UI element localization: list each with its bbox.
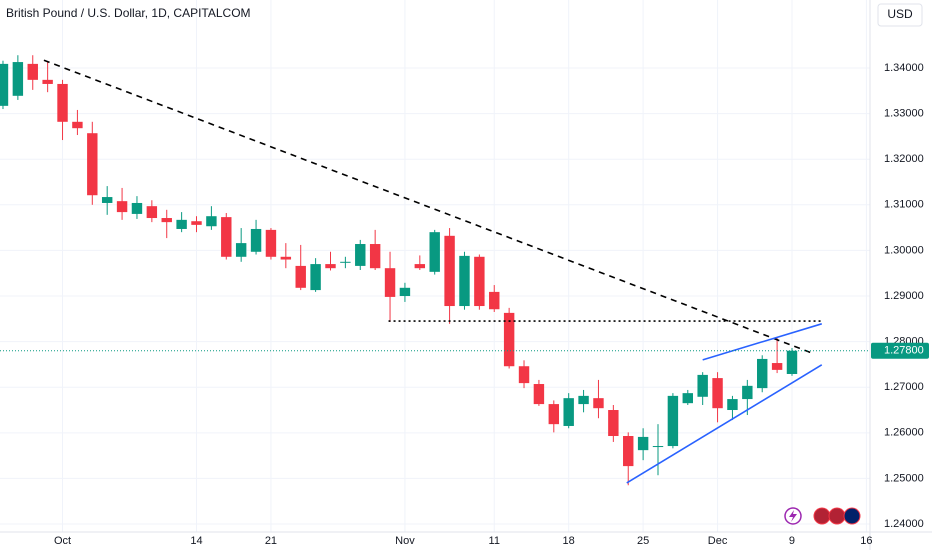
candle-body	[161, 218, 172, 223]
candle-body	[0, 63, 9, 106]
candle-body	[459, 255, 470, 307]
x-tick-label: 21	[265, 535, 277, 547]
candle-body	[206, 216, 217, 227]
currency-box[interactable]	[877, 3, 923, 27]
candle-body	[72, 121, 83, 129]
candle-body	[87, 133, 98, 196]
candle-body	[563, 398, 574, 426]
candle-body	[295, 265, 306, 288]
grid	[0, 0, 870, 532]
candle-body	[771, 363, 783, 370]
candle-body	[384, 268, 396, 297]
candle-body	[340, 261, 351, 263]
candle-body	[131, 202, 143, 214]
candle-body	[325, 264, 336, 269]
candle-body	[623, 436, 634, 467]
candle-body	[42, 79, 53, 84]
y-tick-label: 1.32000	[884, 153, 924, 165]
y-tick-label: 1.31000	[884, 199, 924, 211]
candle-body	[489, 291, 500, 310]
x-tick-label: Dec	[708, 535, 728, 547]
x-tick-label: 16	[860, 535, 872, 547]
candle-body	[235, 243, 247, 257]
candle-body	[265, 229, 277, 257]
candle-body	[355, 244, 366, 266]
candle-body	[429, 232, 440, 272]
x-tick-label: 25	[637, 535, 649, 547]
candle-body	[369, 244, 381, 269]
y-tick-label: 1.30000	[884, 244, 924, 256]
candle-body	[57, 83, 68, 122]
candle-body	[697, 374, 708, 397]
x-tick-label: 11	[489, 535, 500, 547]
candle-body	[191, 221, 202, 225]
x-tick-label: Oct	[54, 535, 71, 547]
currency-label[interactable]: USD	[887, 7, 913, 21]
candle-body	[176, 219, 187, 229]
event-icons	[784, 507, 861, 525]
candle-body	[712, 378, 723, 409]
x-tick-label: 9	[789, 535, 795, 547]
candle-body	[578, 395, 589, 405]
candle-body	[116, 201, 128, 213]
trend-line	[43, 59, 815, 355]
candle-body	[250, 228, 262, 252]
candle-body	[310, 264, 321, 291]
candle-body	[503, 312, 515, 367]
x-tick-label: 14	[190, 535, 202, 547]
icon-bolt	[789, 510, 797, 522]
trend-line	[626, 364, 823, 484]
candle-body	[548, 404, 560, 425]
candle-body	[786, 350, 798, 374]
candle-body	[652, 446, 664, 448]
candle-body	[414, 264, 426, 269]
icon[interactable]	[843, 507, 861, 525]
y-tick-label: 1.33000	[884, 108, 924, 120]
candle-body	[682, 393, 693, 404]
candle-body	[12, 62, 24, 96]
candle-body	[742, 385, 753, 400]
candle-body	[27, 63, 38, 80]
candle-body	[533, 384, 545, 405]
last-price-box	[871, 342, 929, 359]
y-tick-label: 1.26000	[884, 427, 924, 439]
icon[interactable]	[828, 507, 846, 525]
candle-body	[727, 399, 738, 411]
trend-line	[702, 323, 822, 361]
candle-body	[667, 395, 679, 447]
candle-body	[474, 256, 485, 307]
candle-body	[399, 287, 411, 297]
candle-body	[608, 410, 619, 437]
candle-body	[444, 235, 455, 307]
last-price-label: 1.27800	[884, 345, 924, 357]
candle-body	[637, 436, 649, 451]
marks	[0, 55, 870, 486]
chart-title: British Pound / U.S. Dollar, 1D, CAPITAL…	[6, 6, 251, 20]
icon[interactable]	[813, 507, 831, 525]
y-tick-label: 1.25000	[884, 472, 924, 484]
x-tick-label: 18	[563, 535, 575, 547]
candle-body	[280, 256, 292, 260]
candle-body	[146, 206, 158, 219]
y-tick-label: 1.24000	[884, 518, 924, 530]
candle-body	[101, 197, 113, 203]
y-tick-label: 1.34000	[884, 62, 924, 74]
candle-body	[757, 358, 768, 389]
x-tick-label: Nov	[395, 535, 415, 547]
candle-body	[593, 398, 604, 409]
candle-body	[221, 217, 232, 257]
y-tick-label: 1.27000	[884, 381, 924, 393]
y-tick-label: 1.29000	[884, 290, 924, 302]
candle-body	[518, 366, 530, 384]
